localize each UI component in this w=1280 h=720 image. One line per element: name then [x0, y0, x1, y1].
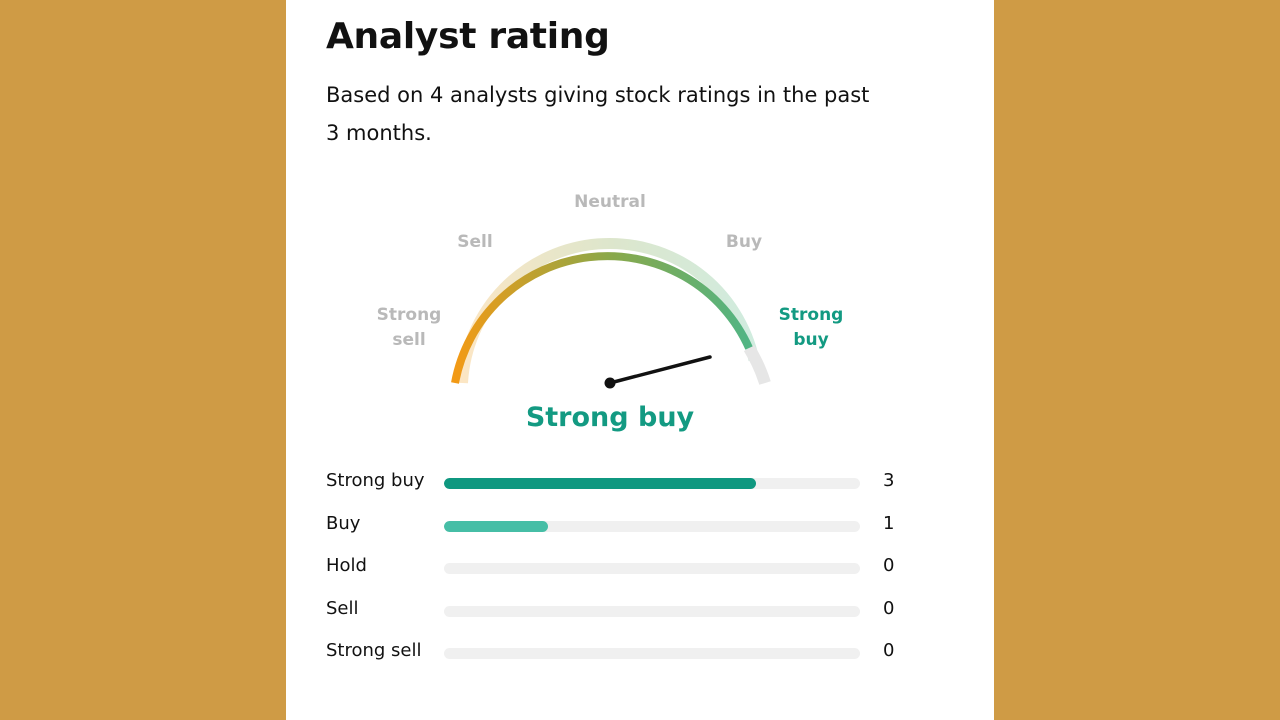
gauge-remainder-arc [743, 344, 771, 385]
breakdown-bar-track [444, 478, 860, 489]
gauge-progress-arc [451, 252, 753, 384]
breakdown-bar-fill [444, 520, 548, 532]
rating-breakdown: Strong buy 3 Buy 1 Hold 0 Sell 0 Strong … [326, 462, 906, 675]
panel-title: Analyst rating [326, 16, 610, 57]
breakdown-label: Buy [326, 512, 361, 534]
gauge-label-buy: Buy [726, 232, 762, 252]
gauge-label-sell: Sell [457, 232, 492, 252]
rating-gauge: Strong sell Sell Neutral Buy Strong buy [377, 192, 844, 389]
breakdown-label: Strong buy [326, 470, 425, 491]
breakdown-count: 3 [883, 470, 895, 491]
breakdown-count: 0 [883, 640, 895, 661]
breakdown-row-strong-sell: Strong sell 0 [326, 632, 906, 675]
breakdown-row-hold: Hold 0 [326, 547, 906, 590]
gauge-needle-pivot [604, 377, 616, 389]
gauge-inner-band [457, 237, 760, 384]
breakdown-count: 0 [883, 555, 895, 576]
analyst-rating-panel: Analyst rating Based on 4 analysts givin… [286, 0, 994, 720]
gauge-label-strong-buy-line2: buy [793, 330, 828, 350]
breakdown-label: Hold [326, 555, 367, 576]
rating-result: Strong buy [525, 402, 695, 433]
breakdown-bar-track [444, 563, 860, 574]
breakdown-bar-fill [444, 478, 756, 489]
panel-subtitle: Based on 4 analysts giving stock ratings… [326, 83, 870, 145]
breakdown-row-buy: Buy 1 [326, 505, 906, 548]
breakdown-label: Sell [326, 597, 359, 619]
breakdown-row-strong-buy: Strong buy 3 [326, 462, 906, 505]
breakdown-bar-track [444, 605, 860, 617]
breakdown-row-sell: Sell 0 [326, 590, 906, 633]
breakdown-bar-track [444, 520, 860, 532]
gauge-label-strong-buy-line1: Strong [779, 305, 844, 325]
breakdown-count: 1 [883, 512, 895, 534]
breakdown-count: 0 [883, 597, 895, 619]
breakdown-label: Strong sell [326, 640, 422, 661]
gauge-label-strong-sell-line1: Strong [377, 305, 442, 325]
gauge-label-neutral: Neutral [574, 192, 646, 212]
breakdown-bar-track [444, 648, 860, 659]
gauge-needle [608, 355, 712, 385]
gauge-label-strong-sell-line2: sell [392, 330, 425, 350]
